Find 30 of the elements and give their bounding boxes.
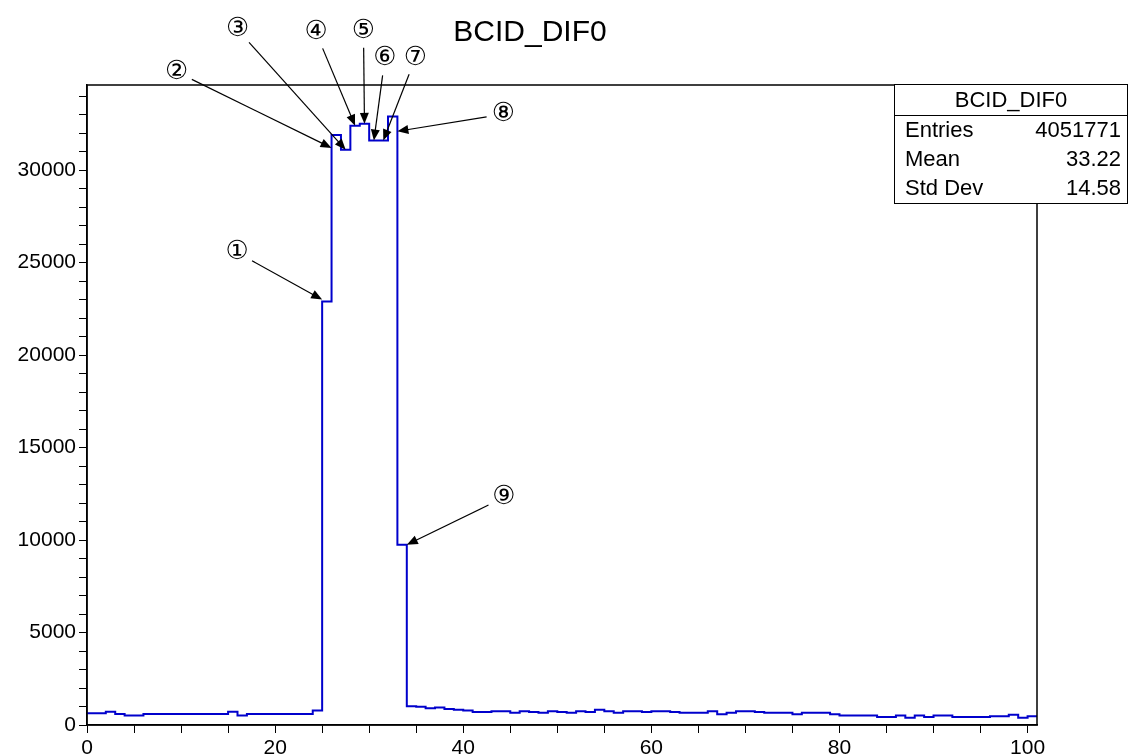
annotation: Mean	[905, 146, 961, 172]
y-tick-label: 0	[64, 711, 76, 735]
annotation: Entries	[905, 117, 974, 143]
chart-title: BCID_DIF0	[453, 14, 607, 47]
y-tick-label: 10000	[17, 526, 76, 550]
annotation: ⑥	[373, 41, 397, 72]
x-tick-label: 100	[1010, 735, 1046, 756]
annotation: 4051771	[1035, 117, 1121, 143]
y-tick-label: 15000	[17, 434, 76, 458]
annotation: ③	[226, 12, 250, 43]
annotation: ⑨	[492, 480, 516, 511]
annotation: ①	[225, 235, 249, 266]
annotation: Std Dev	[905, 175, 984, 201]
annotation: BCID_DIF0	[895, 85, 1127, 116]
annotation: ⑤	[351, 13, 376, 44]
y-tick-label: 5000	[29, 619, 76, 643]
text: 33.22	[1065, 146, 1121, 172]
text: 14.58	[1065, 175, 1121, 201]
annotation: ②	[164, 54, 189, 85]
x-tick-label: 0	[81, 735, 93, 756]
x-tick-label: 60	[639, 735, 664, 756]
x-tick-label: 80	[827, 735, 852, 756]
annotation: ⑧	[491, 96, 516, 127]
y-tick-label: 20000	[17, 341, 76, 365]
annotation: ④	[304, 15, 328, 46]
annotation: ⑦	[403, 41, 427, 72]
x-tick-label: 40	[451, 735, 475, 756]
y-tick-label: 25000	[17, 249, 76, 273]
x-tick-label: 20	[263, 735, 287, 756]
y-tick-label: 30000	[17, 156, 76, 180]
